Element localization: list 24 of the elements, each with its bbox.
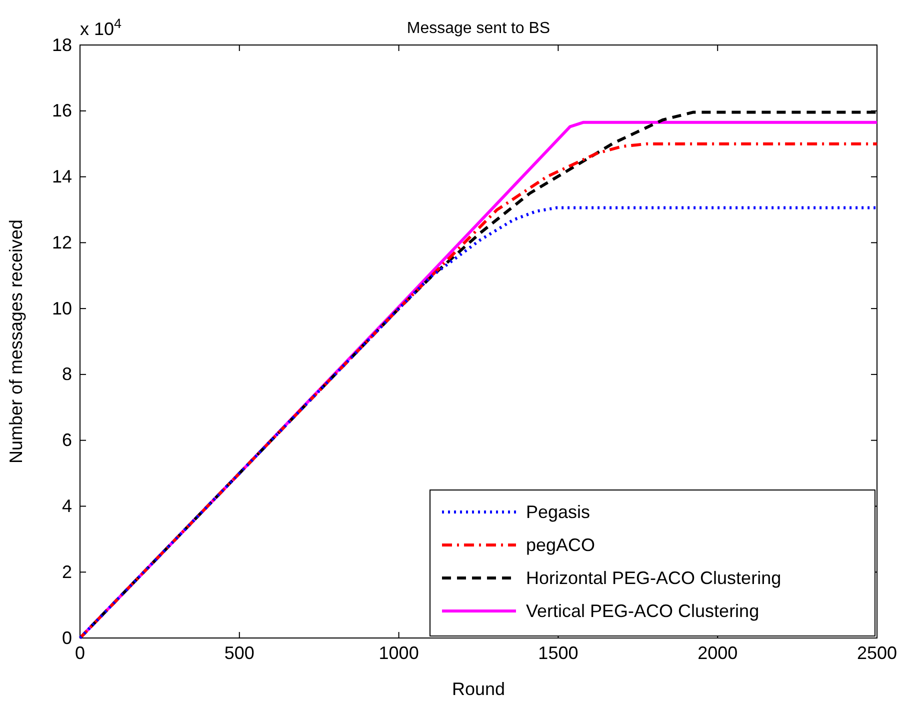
legend-label: Horizontal PEG-ACO Clustering: [526, 568, 782, 588]
y-tick-label: 14: [52, 166, 72, 187]
text: x 10$^{4}$: [80, 16, 122, 39]
y-tick-label: 0: [62, 628, 72, 648]
y-tick-label: 8: [62, 364, 72, 384]
legend-label: pegACO: [526, 535, 596, 555]
x-tick-label: 500: [224, 642, 254, 663]
legend-label: Pegasis: [526, 502, 590, 522]
x-tick-label: 0: [74, 642, 86, 663]
y-tick-label: 16: [52, 100, 72, 121]
x-tick-label: 2000: [698, 642, 738, 663]
y-axis-title: Number of messages received: [6, 219, 26, 464]
x-axis-title: Round: [452, 679, 506, 699]
x-tick-label: 1000: [378, 642, 419, 663]
chart-title: Message sent to BS: [406, 20, 550, 37]
y-tick-label: 10: [52, 298, 72, 318]
x-tick-label: 2500: [856, 642, 898, 663]
legend-label: Vertical PEG-ACO Clustering: [526, 601, 760, 621]
y-tick-label: 6: [62, 430, 72, 450]
y-tick-label: 18: [52, 34, 72, 55]
y-tick-label: 2: [62, 562, 72, 582]
x-tick-label: 1500: [538, 642, 578, 663]
y-tick-label: 12: [52, 232, 72, 252]
y-tick-label: 4: [62, 496, 72, 516]
